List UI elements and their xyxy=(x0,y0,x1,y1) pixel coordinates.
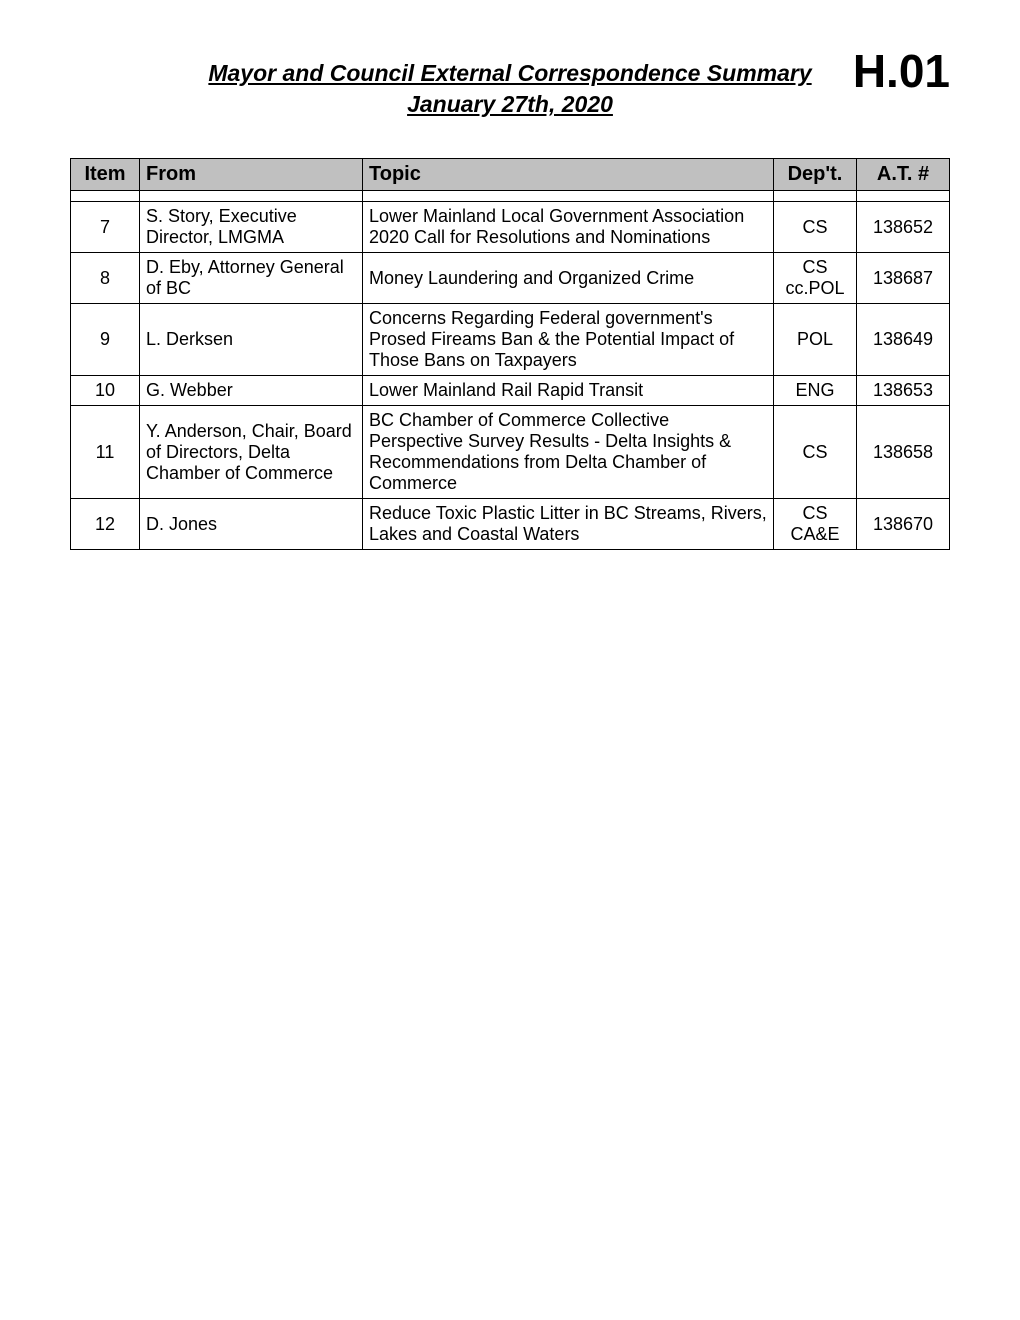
cell-at: 138653 xyxy=(857,376,950,406)
cell-item: 7 xyxy=(71,202,140,253)
cell-at: 138670 xyxy=(857,499,950,550)
table-row: 8D. Eby, Attorney General of BCMoney Lau… xyxy=(71,253,950,304)
cell-from: Y. Anderson, Chair, Board of Directors, … xyxy=(140,406,363,499)
table-body: 7S. Story, Executive Director, LMGMALowe… xyxy=(71,191,950,550)
cell-item: 12 xyxy=(71,499,140,550)
table-row: 9L. DerksenConcerns Regarding Federal go… xyxy=(71,304,950,376)
table-row: 12D. JonesReduce Toxic Plastic Litter in… xyxy=(71,499,950,550)
correspondence-table: Item From Topic Dep't. A.T. # 7S. Story,… xyxy=(70,158,950,550)
cell-from: D. Eby, Attorney General of BC xyxy=(140,253,363,304)
cell-dept: CS xyxy=(774,202,857,253)
table-row: 11Y. Anderson, Chair, Board of Directors… xyxy=(71,406,950,499)
cell-dept: CS CA&E xyxy=(774,499,857,550)
cell-topic: BC Chamber of Commerce Collective Perspe… xyxy=(363,406,774,499)
table-row: 7S. Story, Executive Director, LMGMALowe… xyxy=(71,202,950,253)
cell-topic: Lower Mainland Local Government Associat… xyxy=(363,202,774,253)
cell-topic: Money Laundering and Organized Crime xyxy=(363,253,774,304)
cell-dept: POL xyxy=(774,304,857,376)
cell-at: 138658 xyxy=(857,406,950,499)
col-header-dept: Dep't. xyxy=(774,159,857,191)
cell-topic: Reduce Toxic Plastic Litter in BC Stream… xyxy=(363,499,774,550)
cell-item: 11 xyxy=(71,406,140,499)
col-header-at: A.T. # xyxy=(857,159,950,191)
cell-at: 138652 xyxy=(857,202,950,253)
cell-from: S. Story, Executive Director, LMGMA xyxy=(140,202,363,253)
table-header-row: Item From Topic Dep't. A.T. # xyxy=(71,159,950,191)
cell-from: L. Derksen xyxy=(140,304,363,376)
spacer-row xyxy=(71,191,950,202)
col-header-from: From xyxy=(140,159,363,191)
cell-at: 138649 xyxy=(857,304,950,376)
page-title: Mayor and Council External Correspondenc… xyxy=(208,60,811,87)
cell-at: 138687 xyxy=(857,253,950,304)
cell-topic: Concerns Regarding Federal government's … xyxy=(363,304,774,376)
document-code: H.01 xyxy=(853,44,950,98)
cell-topic: Lower Mainland Rail Rapid Transit xyxy=(363,376,774,406)
col-header-item: Item xyxy=(71,159,140,191)
cell-dept: CS xyxy=(774,406,857,499)
cell-dept: ENG xyxy=(774,376,857,406)
cell-dept: CS cc.POL xyxy=(774,253,857,304)
table-row: 10G. WebberLower Mainland Rail Rapid Tra… xyxy=(71,376,950,406)
cell-item: 9 xyxy=(71,304,140,376)
page-date: January 27th, 2020 xyxy=(70,91,950,118)
cell-from: D. Jones xyxy=(140,499,363,550)
cell-item: 8 xyxy=(71,253,140,304)
cell-from: G. Webber xyxy=(140,376,363,406)
header-row: Mayor and Council External Correspondenc… xyxy=(70,60,950,87)
col-header-topic: Topic xyxy=(363,159,774,191)
cell-item: 10 xyxy=(71,376,140,406)
